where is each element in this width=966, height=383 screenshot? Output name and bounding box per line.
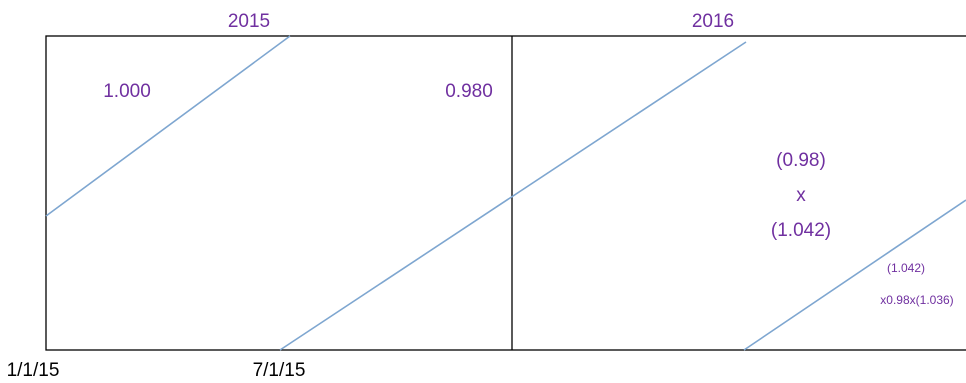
factor-mid-label: 0.980 [445,81,493,102]
diagonal-line-1 [45,35,291,217]
year-2016-label: 2016 [692,11,734,32]
factor-start-label: 1.000 [103,81,151,102]
calendar-frame [45,35,966,351]
product-line-2: (1.042) [771,220,831,241]
small-factor-line-2: x0.98x(1.036) [880,293,953,307]
small-factor-line-1: (1.042) [887,261,925,275]
diagonal-line-2 [279,41,747,351]
product-line-1: (0.98) [776,150,826,171]
product-operator: x [796,185,806,206]
date-start-label: 1/1/15 [7,360,60,381]
year-2015-label: 2015 [228,11,270,32]
diagonal-line-3 [743,199,966,351]
date-mid-label: 7/1/15 [253,360,306,381]
